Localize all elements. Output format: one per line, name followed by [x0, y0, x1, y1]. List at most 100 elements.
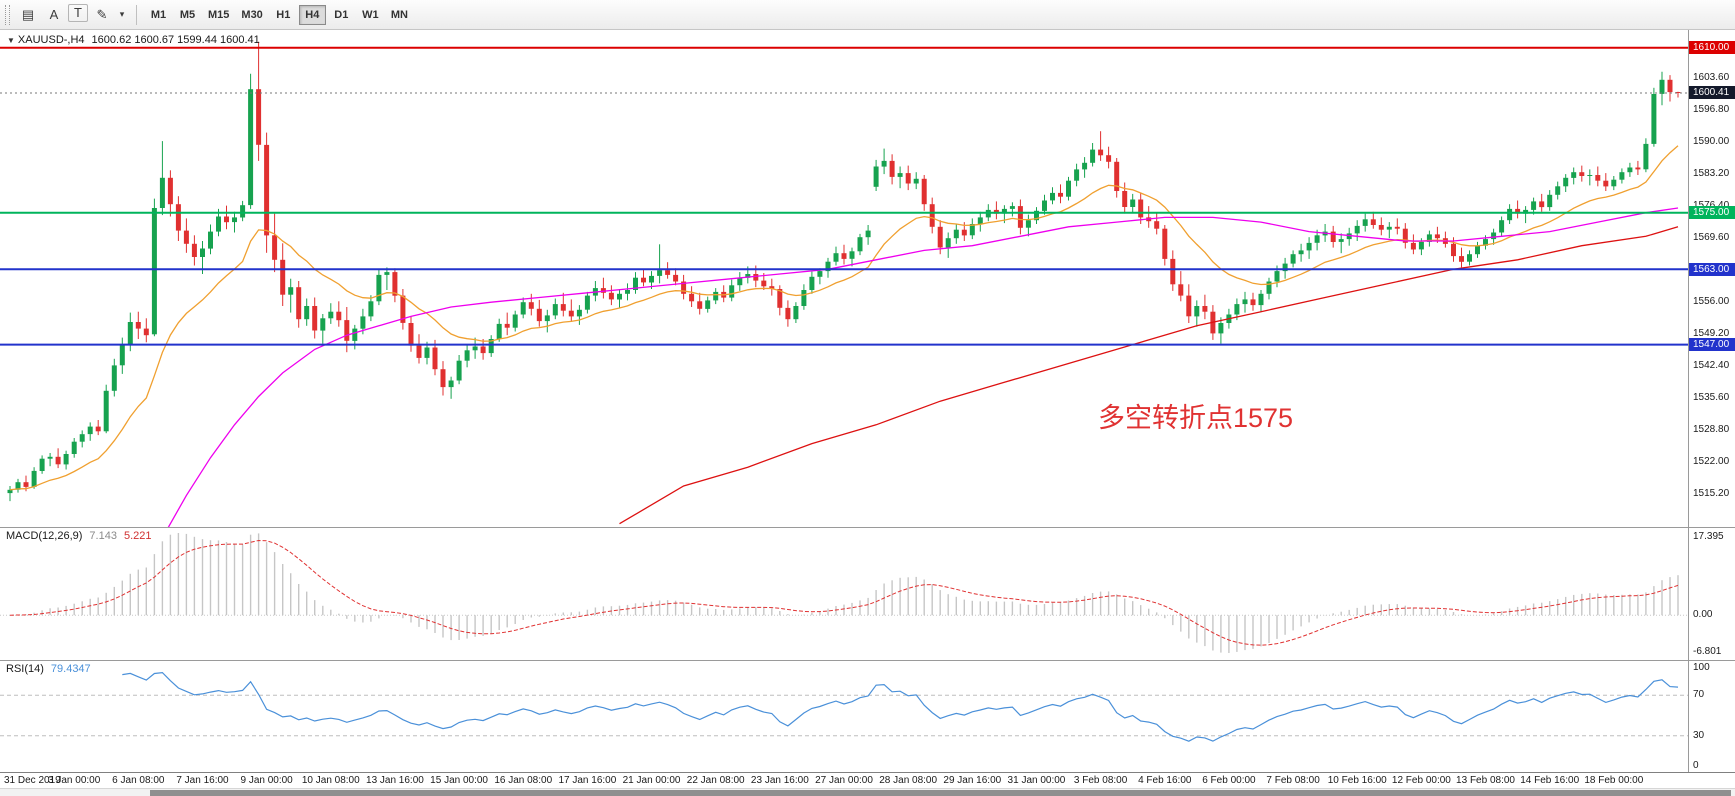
rsi-line [122, 671, 1679, 742]
toolbar-separator [136, 4, 137, 25]
ma-medium-magenta [167, 207, 1679, 527]
drawing-tools-icon[interactable]: ✎ [96, 6, 108, 22]
symbol-period-label: XAUUSD-,H4 [17, 34, 85, 46]
rsi-scale-70: 70 [1693, 689, 1705, 701]
time-label: 31 Dec 2019 [4, 775, 61, 786]
macd-axis[interactable]: 17.395 0.00 -6.801 [1688, 528, 1735, 660]
time-label: 22 Jan 08:00 [686, 775, 745, 786]
time-label: 16 Jan 08:00 [494, 775, 553, 786]
macd-indicator-panel[interactable]: MACD(12,26,9) 7.143 5.221 17.395 0.00 -6.801 [0, 527, 1735, 660]
time-label: 9 Jan 00:00 [240, 775, 293, 786]
price-tag-1547.00: 1547.00 [1689, 338, 1735, 352]
macd-label: MACD(12,26,9) 7.143 5.221 [6, 530, 151, 542]
candles [7, 41, 1681, 502]
tool-icons-group: ▤ A T ✎ ▾ [15, 3, 129, 26]
time-axis[interactable]: 31 Dec 2019 3 Jan 00:00 6 Jan 08:00 7 Jan 1… [0, 772, 1735, 788]
toolbar-grip[interactable] [5, 4, 10, 25]
time-label: 13 Jan 16:00 [366, 775, 424, 786]
time-label: 18 Feb 00:00 [1584, 775, 1644, 786]
time-label: 21 Jan 00:00 [622, 775, 681, 786]
chart-title: ▼ XAUUSD-,H4 1600.62 1600.67 1599.44 1600.… [7, 34, 260, 46]
timeframe-button-h1[interactable]: H1 [276, 8, 291, 21]
price-tick-label: 1535.60 [1693, 392, 1730, 404]
timeframe-button-h4[interactable]: H4 [298, 4, 326, 25]
time-label: 10 Jan 08:00 [301, 775, 360, 786]
rsi-label: RSI(14) 79.4347 [6, 663, 91, 675]
rsi-scale-0: 0 [1693, 760, 1699, 771]
time-label: 14 Feb 16:00 [1520, 775, 1580, 786]
macd-chart[interactable] [0, 528, 1688, 660]
time-label: 7 Feb 08:00 [1266, 775, 1320, 786]
price-tick-label: 1515.20 [1693, 488, 1730, 500]
price-tick-label: 1596.80 [1693, 103, 1730, 115]
rsi-chart[interactable] [0, 661, 1688, 772]
price-tag-1600.41: 1600.41 [1689, 86, 1735, 100]
price-tick-label: 1522.00 [1693, 456, 1730, 468]
price-tag-1610.00: 1610.00 [1689, 41, 1735, 55]
rsi-indicator-panel[interactable]: RSI(14) 79.4347 100 70 30 0 [0, 660, 1735, 772]
timeframe-button-m15[interactable]: M15 [208, 8, 230, 21]
text-tool-icon[interactable]: T [68, 3, 88, 22]
price-tick-label: 1556.00 [1693, 296, 1730, 308]
timeframe-buttons-group: M1 M5 M15 M30 H1 H4 D1 W1 MN [144, 4, 414, 25]
main-chart-panel[interactable]: ▼ XAUUSD-,H4 1600.62 1600.67 1599.44 1600.… [0, 30, 1735, 527]
time-label: 15 Jan 00:00 [430, 775, 488, 786]
time-label: 3 Jan 00:00 [48, 775, 101, 786]
dropdown-caret-icon[interactable]: ▾ [119, 9, 125, 19]
price-axis[interactable]: 1603.60 1596.80 1590.00 1583.20 1576.40 1569.… [1688, 30, 1735, 527]
price-tick-label: 1569.60 [1693, 232, 1730, 244]
timeframe-button-m5[interactable]: M5 [179, 8, 196, 21]
price-tick-label: 1528.80 [1693, 424, 1730, 436]
rsi-value: 79.4347 [50, 663, 91, 675]
charts-grid-icon[interactable]: ▤ [21, 6, 35, 22]
time-label: 31 Jan 00:00 [1007, 775, 1066, 786]
time-label: 27 Jan 00:00 [815, 775, 873, 786]
time-label: 6 Jan 08:00 [112, 775, 165, 786]
price-tag-1575.00: 1575.00 [1689, 206, 1735, 220]
macd-histogram [17, 533, 1679, 653]
candlestick-chart[interactable] [0, 30, 1688, 527]
price-tick-label: 1542.40 [1693, 360, 1730, 372]
price-tick-label: 1590.00 [1693, 136, 1730, 148]
timeframe-button-m30[interactable]: M30 [241, 8, 263, 21]
macd-signal-value: 5.221 [123, 530, 152, 542]
macd-signal-line [9, 539, 1679, 646]
chart-annotation-text[interactable]: 多空转折点1575 [1098, 403, 1294, 433]
time-label: 13 Feb 08:00 [1456, 775, 1515, 786]
time-label: 23 Jan 16:00 [750, 775, 809, 786]
price-tick-label: 1576.40 [1693, 200, 1729, 211]
ma-fast-orange [9, 145, 1679, 491]
macd-scale-max: 17.395 [1693, 531, 1724, 542]
time-label: 17 Jan 16:00 [558, 775, 617, 786]
time-label: 12 Feb 00:00 [1391, 775, 1451, 786]
timeframe-button-d1[interactable]: D1 [334, 8, 349, 21]
macd-scale-zero: 0.00 [1693, 609, 1713, 621]
time-label: 3 Feb 08:00 [1073, 775, 1128, 786]
moving-average-lines [9, 145, 1679, 527]
time-label: 10 Feb 16:00 [1327, 775, 1387, 786]
time-label: 29 Jan 16:00 [943, 775, 1002, 786]
macd-name: MACD(12,26,9) [6, 530, 83, 542]
time-label: 4 Feb 16:00 [1138, 775, 1192, 786]
price-tick-label: 1549.20 [1693, 328, 1730, 340]
rsi-name: RSI(14) [6, 663, 44, 675]
chart-menu-triangle-icon[interactable]: ▼ [7, 36, 15, 45]
ma-slow-red [619, 226, 1679, 525]
rsi-scale-100: 100 [1693, 662, 1710, 673]
toolbar: ▤ A T ✎ ▾ M1 M5 M15 M30 H1 H4 D1 W1 MN [0, 0, 1735, 30]
price-tag-1563.00: 1563.00 [1689, 262, 1735, 276]
rsi-axis[interactable]: 100 70 30 0 [1688, 661, 1735, 772]
timeframe-button-m1[interactable]: M1 [150, 8, 167, 21]
annotate-a-icon[interactable]: A [49, 7, 59, 22]
rsi-scale-30: 30 [1693, 729, 1705, 741]
ohlc-values: 1600.62 1600.67 1599.44 1600.41 [91, 34, 260, 46]
time-label: 28 Jan 08:00 [879, 775, 938, 786]
timeframe-button-w1[interactable]: W1 [362, 8, 379, 21]
time-label: 7 Jan 16:00 [176, 775, 229, 786]
macd-main-value: 7.143 [89, 530, 117, 542]
scrollbar-thumb[interactable] [150, 790, 1731, 796]
horizontal-scrollbar[interactable] [0, 788, 1735, 796]
timeframe-button-mn[interactable]: MN [390, 8, 408, 21]
time-label: 6 Feb 00:00 [1202, 775, 1256, 786]
